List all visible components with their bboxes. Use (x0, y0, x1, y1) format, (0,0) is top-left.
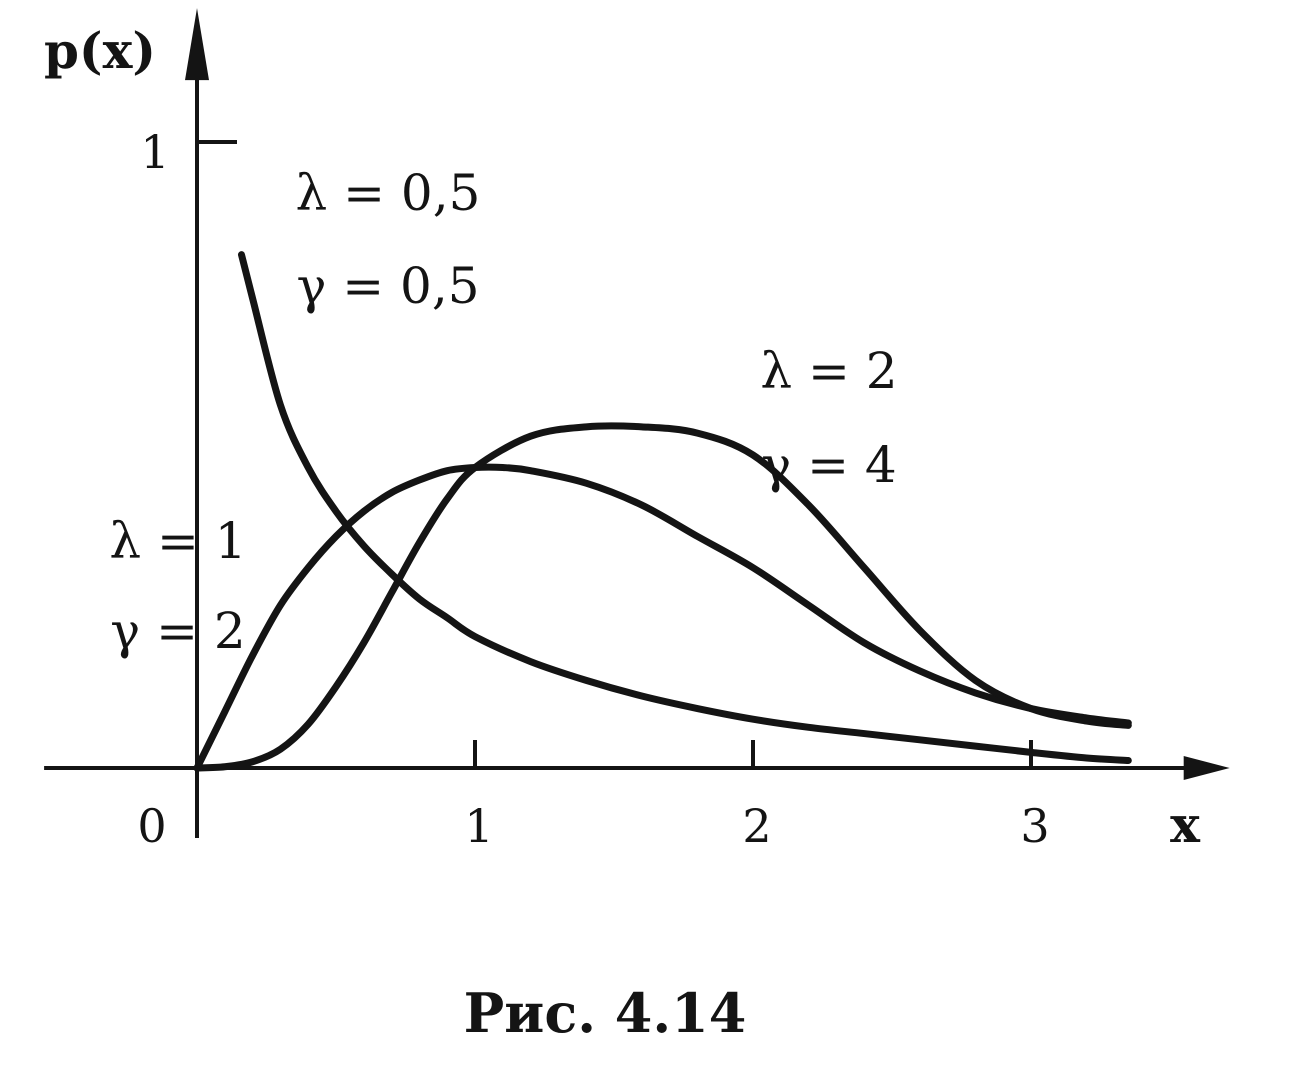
curve-parameter-label: λ = 2 (760, 342, 897, 400)
x-axis-arrow-icon (1183, 756, 1230, 780)
y-tick-label: 1 (140, 125, 169, 179)
curve-parameter-label: λ = 0,5 (296, 164, 481, 222)
curve-parameter-label: γ = 4 (761, 436, 896, 494)
x-tick-label: 3 (1020, 799, 1049, 853)
curve-lambda-0-5 (237, 251, 1132, 764)
x-tick-label: 0 (137, 799, 166, 853)
curve-parameter-label: γ = 0,5 (296, 257, 479, 315)
y-axis-label: p(x) (44, 21, 156, 80)
curve-parameter-label: γ = 2 (110, 602, 245, 660)
curve-lambda-2 (193, 422, 1132, 772)
y-axis-arrow-icon (185, 8, 209, 81)
labels: 0 1 2 3 1 p(x) x λ = 0,5 γ = 0,5 λ = 1 γ = 2 λ = 2 γ… (44, 21, 1201, 854)
curve-lambda-1 (193, 463, 1132, 772)
curve-parameter-label: λ = 1 (109, 512, 246, 570)
x-tick-label: 1 (464, 799, 493, 853)
x-tick-label: 2 (742, 799, 771, 853)
figure-caption: Рис. 4.14 (464, 981, 747, 1045)
x-axis-label: x (1170, 795, 1201, 854)
curves (193, 251, 1132, 772)
